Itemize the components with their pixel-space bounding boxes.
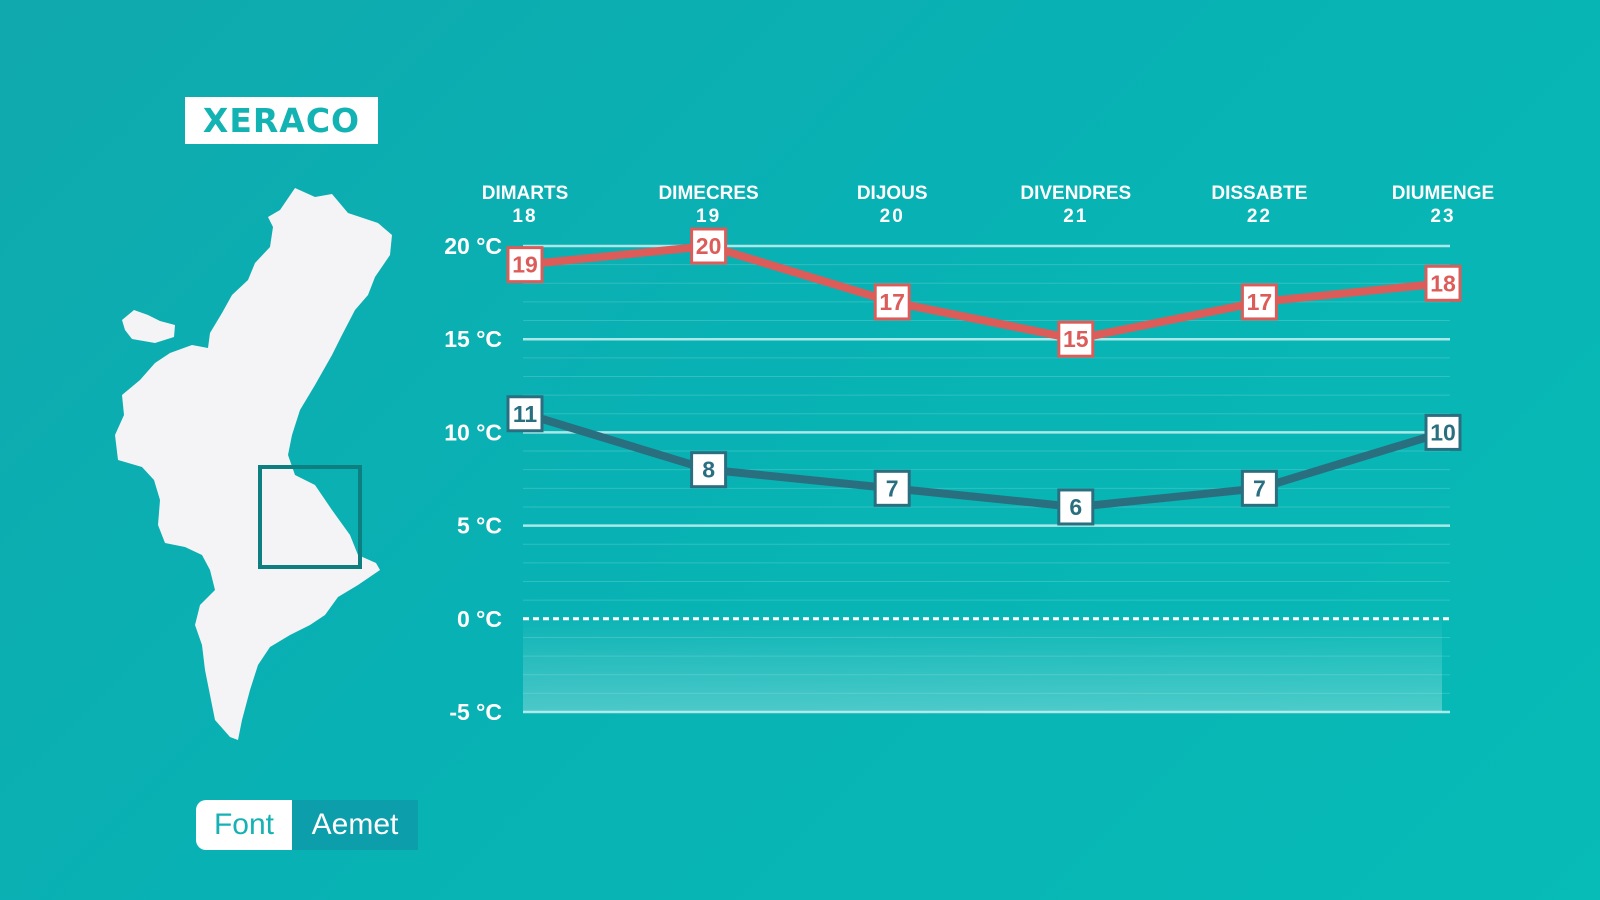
source-label: Font	[196, 800, 292, 850]
source-badge: Font Aemet	[196, 800, 418, 850]
min-temperature-line	[521, 409, 1447, 511]
valencia-map-icon	[115, 188, 392, 740]
y-tick-label: 20 °C	[444, 233, 502, 259]
y-tick-label: 5 °C	[457, 513, 502, 539]
min-temperature-point	[690, 451, 728, 489]
min-temperature-point	[1240, 469, 1278, 507]
source-value: Aemet	[292, 800, 418, 850]
min-temperature-data-label: 7	[1253, 475, 1266, 501]
x-tick-day-number: 21	[1063, 206, 1088, 227]
max-temperature-data-label: 19	[512, 252, 538, 278]
x-tick-day-number: 20	[880, 206, 905, 227]
x-tick-day-name: DIUMENGE	[1392, 183, 1494, 204]
grid-lines	[523, 244, 1450, 714]
max-temperature-data-label: 15	[1063, 326, 1089, 352]
location-title-box: XERACO	[185, 97, 378, 144]
x-tick-day-number: 23	[1430, 206, 1455, 227]
min-temperature-data-label: 6	[1069, 494, 1082, 520]
x-tick-day-name: DIJOUS	[857, 183, 928, 204]
x-tick-day-name: DIMECRES	[658, 183, 758, 204]
min-temperature-point	[873, 469, 911, 507]
max-temperature-data-label: 18	[1430, 270, 1456, 296]
below-zero-band	[523, 618, 1442, 712]
max-temperature-data-label: 20	[696, 233, 722, 259]
min-temperature-data-label: 11	[513, 401, 538, 427]
y-tick-label: -5 °C	[449, 699, 502, 725]
y-tick-label: 0 °C	[457, 606, 502, 632]
x-tick-day-number: 18	[512, 206, 537, 227]
min-temperature-point	[1057, 488, 1095, 526]
x-tick-day-name: DIMARTS	[482, 183, 569, 204]
x-tick-day-name: DIVENDRES	[1020, 183, 1131, 204]
x-tick-day-number: 19	[696, 206, 721, 227]
location-highlight-box	[258, 465, 362, 569]
x-tick-day-number: 22	[1247, 206, 1272, 227]
max-temperature-point	[873, 283, 911, 321]
series-group: 19 20 17 15 17 18 11 8 7 6 7 10	[506, 227, 1462, 526]
max-temperature-point	[506, 246, 544, 284]
y-tick-label: 15 °C	[444, 326, 502, 352]
location-title: XERACO	[202, 101, 361, 140]
max-temperature-point	[1424, 264, 1462, 302]
map-outline	[115, 188, 392, 740]
max-temperature-data-label: 17	[1247, 289, 1273, 315]
min-temperature-point	[506, 395, 544, 433]
y-tick-label: 10 °C	[444, 419, 502, 445]
max-temperature-point	[1057, 320, 1095, 358]
x-tick-day-name: DISSABTE	[1211, 183, 1307, 204]
min-temperature-data-label: 7	[886, 475, 899, 501]
max-temperature-line	[521, 242, 1447, 344]
min-temperature-point	[1424, 413, 1462, 451]
y-axis: 20 °C 15 °C 10 °C 5 °C 0 °C -5 °C	[444, 233, 502, 725]
min-temperature-data-label: 10	[1430, 419, 1456, 445]
max-temperature-data-label: 17	[879, 289, 905, 315]
region-map	[110, 185, 400, 760]
max-temperature-point	[1240, 283, 1278, 321]
min-temperature-data-label: 8	[702, 457, 715, 483]
max-temperature-point	[690, 227, 728, 265]
